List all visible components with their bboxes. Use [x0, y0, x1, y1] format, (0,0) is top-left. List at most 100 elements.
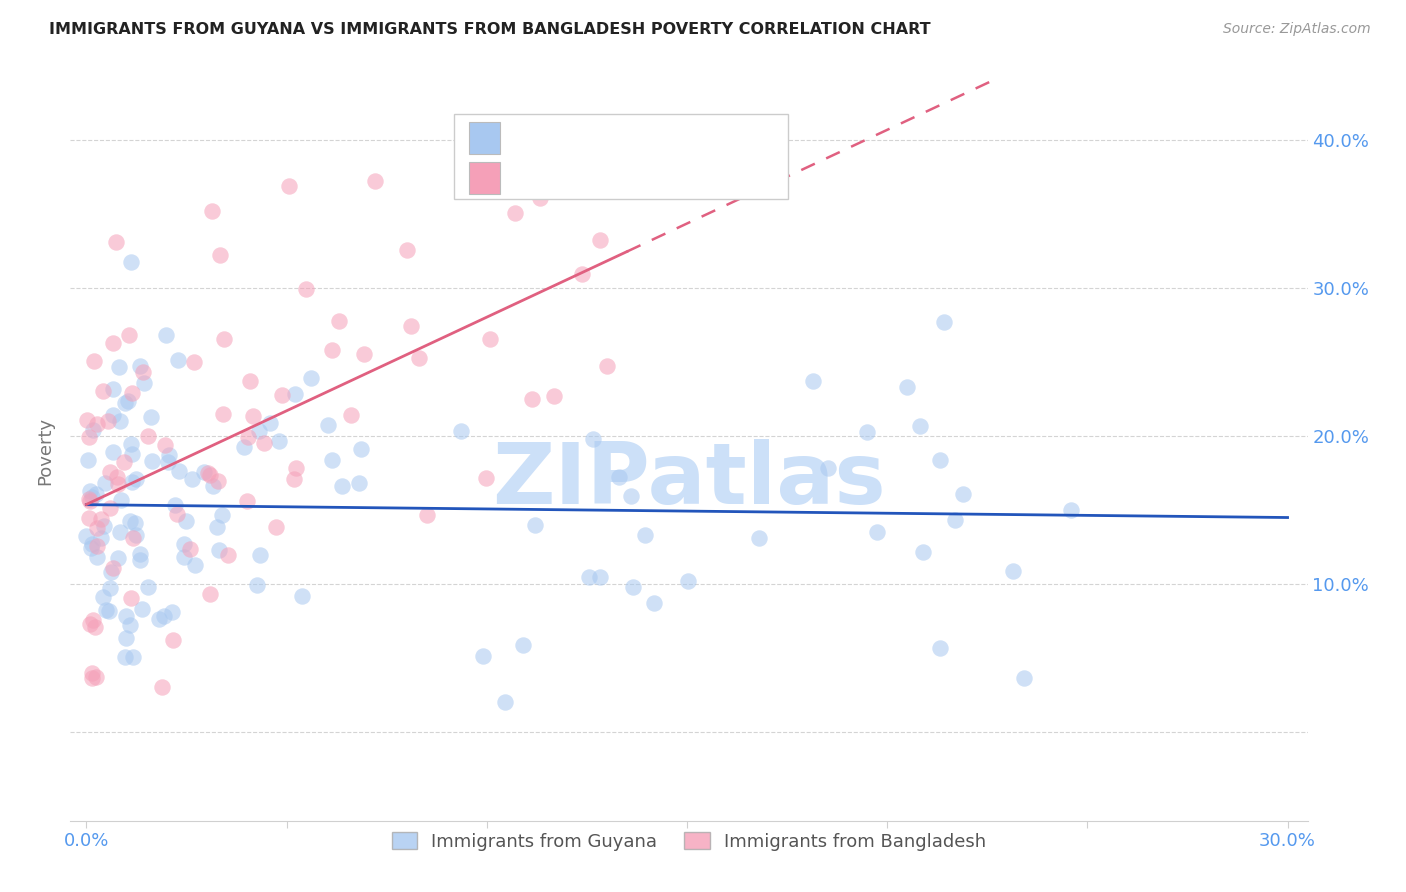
Point	[176, 514, 198, 528]
Text: ZIPatlas: ZIPatlas	[492, 439, 886, 522]
Point	[316, 417, 339, 432]
Point	[107, 476, 129, 491]
Point	[932, 315, 955, 329]
Point	[242, 409, 264, 423]
Point	[643, 596, 665, 610]
Point	[180, 472, 202, 486]
Point	[217, 548, 239, 562]
Point	[1012, 671, 1035, 685]
Point	[165, 498, 187, 512]
Point	[328, 313, 350, 327]
Point	[503, 206, 526, 220]
Point	[269, 434, 291, 448]
Point	[86, 417, 108, 431]
Point	[136, 580, 159, 594]
Point	[86, 521, 108, 535]
Point	[270, 388, 292, 402]
Point	[621, 580, 644, 594]
Point	[620, 489, 643, 503]
Point	[494, 695, 516, 709]
Point	[208, 542, 231, 557]
Point	[416, 508, 439, 523]
Point	[801, 374, 824, 388]
Point	[166, 507, 188, 521]
Text: R =: R =	[509, 168, 551, 186]
Point	[86, 550, 108, 565]
Point	[408, 351, 430, 366]
Point	[91, 384, 114, 399]
Point	[76, 412, 98, 426]
Point	[94, 476, 117, 491]
Point	[118, 327, 141, 342]
Point	[101, 382, 124, 396]
Text: N =: N =	[624, 168, 688, 186]
Point	[82, 423, 104, 437]
Point	[108, 414, 131, 428]
Point	[529, 191, 551, 205]
FancyBboxPatch shape	[468, 122, 499, 153]
Point	[350, 442, 373, 456]
Point	[80, 541, 103, 556]
Text: R =: R =	[509, 128, 551, 145]
Point	[125, 472, 148, 486]
Point	[100, 565, 122, 579]
Point	[247, 424, 270, 438]
Point	[107, 550, 129, 565]
Point	[546, 182, 568, 196]
Point	[118, 618, 141, 632]
Point	[596, 359, 619, 373]
Text: Source: ZipAtlas.com: Source: ZipAtlas.com	[1223, 22, 1371, 37]
Point	[79, 494, 101, 508]
Point	[201, 203, 224, 218]
Point	[478, 332, 501, 346]
Point	[155, 438, 177, 452]
Point	[98, 581, 121, 595]
Point	[132, 376, 155, 391]
Point	[128, 359, 150, 374]
Point	[856, 425, 879, 440]
Point	[475, 471, 498, 485]
Point	[77, 430, 100, 444]
Point	[330, 479, 353, 493]
Point	[77, 511, 100, 525]
Point	[952, 487, 974, 501]
Point	[676, 574, 699, 588]
Point	[84, 619, 107, 633]
Point	[121, 475, 143, 490]
Point	[101, 445, 124, 459]
Point	[77, 491, 100, 506]
Point	[90, 531, 112, 545]
Point	[98, 501, 121, 516]
Point	[198, 468, 221, 483]
Point	[246, 578, 269, 592]
Point	[108, 524, 131, 539]
Point	[162, 633, 184, 648]
Point	[232, 440, 254, 454]
Point	[155, 328, 177, 343]
Point	[571, 267, 593, 281]
Point	[214, 332, 236, 346]
Point	[339, 408, 361, 422]
Point	[353, 347, 375, 361]
Point	[79, 617, 101, 632]
Text: 0.398: 0.398	[557, 168, 609, 186]
Point	[1001, 564, 1024, 578]
Point	[607, 469, 630, 483]
Point	[543, 389, 565, 403]
Point	[896, 380, 918, 394]
Point	[450, 424, 472, 438]
Point	[259, 416, 281, 430]
Point	[120, 255, 142, 269]
Point	[283, 472, 305, 486]
Point	[179, 542, 201, 557]
Point	[633, 528, 655, 542]
Point	[588, 233, 610, 247]
Point	[912, 545, 935, 559]
Point	[212, 408, 235, 422]
Point	[524, 517, 547, 532]
Point	[132, 366, 155, 380]
Point	[86, 539, 108, 553]
Point	[150, 680, 173, 694]
Point	[184, 558, 207, 572]
Point	[173, 537, 195, 551]
